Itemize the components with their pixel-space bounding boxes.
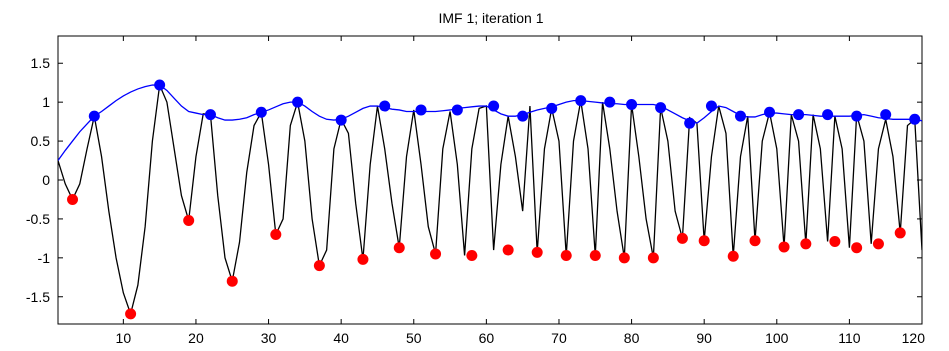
maximum-point bbox=[517, 110, 529, 122]
minimum-point bbox=[125, 308, 137, 320]
x-tick-label: 10 bbox=[116, 330, 132, 346]
minimum-point bbox=[393, 242, 405, 254]
minimum-point bbox=[647, 252, 659, 264]
minimum-point bbox=[466, 250, 478, 262]
minimum-point bbox=[800, 238, 812, 250]
plot-area bbox=[57, 35, 923, 325]
minimum-point bbox=[67, 193, 79, 205]
maximum-point bbox=[255, 106, 267, 118]
maximum-point bbox=[734, 110, 746, 122]
minimum-point bbox=[894, 227, 906, 239]
maximum-point bbox=[604, 96, 616, 108]
minimum-point bbox=[829, 235, 841, 247]
upper-envelope-line bbox=[58, 84, 922, 161]
minimum-point bbox=[727, 250, 739, 262]
maximum-point bbox=[415, 104, 427, 116]
maximum-point bbox=[626, 98, 638, 110]
minimum-point bbox=[560, 250, 572, 262]
minimum-point bbox=[270, 228, 282, 240]
y-tick-label: 0.5 bbox=[31, 133, 51, 149]
maximum-point bbox=[655, 102, 667, 114]
maximum-point bbox=[851, 110, 863, 122]
series-group bbox=[58, 79, 922, 320]
x-tick-label: 70 bbox=[551, 330, 567, 346]
maximum-point bbox=[764, 106, 776, 118]
minimum-point bbox=[872, 238, 884, 250]
minimum-point bbox=[749, 235, 761, 247]
signal-line bbox=[58, 82, 922, 317]
y-tick-label: 0 bbox=[42, 172, 50, 188]
chart-title: IMF 1; iteration 1 bbox=[438, 10, 543, 26]
maximum-point bbox=[292, 96, 304, 108]
minimum-point bbox=[313, 260, 325, 272]
minimum-point bbox=[589, 250, 601, 262]
y-tick-label: 1 bbox=[42, 94, 50, 110]
minimum-point bbox=[851, 242, 863, 254]
maximum-point bbox=[793, 109, 805, 121]
x-tick-label: 50 bbox=[406, 330, 422, 346]
y-tick-label: -1 bbox=[38, 250, 51, 266]
x-tick-label: 100 bbox=[765, 330, 789, 346]
x-tick-label: 110 bbox=[838, 330, 861, 346]
maximum-point bbox=[488, 100, 500, 112]
y-tick-label: -0.5 bbox=[26, 211, 50, 227]
minimum-point bbox=[430, 248, 442, 260]
x-tick-label: 80 bbox=[624, 330, 640, 346]
y-tick-label: 1.5 bbox=[31, 55, 51, 71]
maximum-point bbox=[909, 113, 921, 125]
x-tick-label: 30 bbox=[261, 330, 277, 346]
minimum-point bbox=[183, 214, 195, 226]
x-tick-label: 60 bbox=[479, 330, 495, 346]
y-tick-label: -1.5 bbox=[26, 289, 50, 305]
minimum-point bbox=[618, 252, 630, 264]
minimum-point bbox=[357, 253, 369, 265]
maximum-point bbox=[335, 114, 347, 126]
minimum-point bbox=[676, 232, 688, 244]
maximum-point bbox=[88, 110, 100, 122]
x-tick-label: 120 bbox=[902, 330, 926, 346]
minimum-point bbox=[226, 275, 238, 287]
maximum-point bbox=[451, 104, 463, 116]
minimum-point bbox=[531, 246, 543, 258]
maximum-point bbox=[204, 109, 216, 121]
maximum-point bbox=[379, 100, 391, 112]
maximum-point bbox=[154, 79, 166, 91]
x-tick-label: 90 bbox=[696, 330, 712, 346]
y-axis: -1.5 -1 -0.5 0 0.5 1 1.5 bbox=[26, 55, 922, 305]
x-tick-label: 40 bbox=[333, 330, 349, 346]
maximum-point bbox=[705, 100, 717, 112]
x-axis: 10 20 30 40 50 60 70 80 90 100 110 120 bbox=[116, 36, 926, 346]
maximum-point bbox=[880, 109, 892, 121]
maximum-point bbox=[684, 117, 696, 129]
maximum-point bbox=[546, 102, 558, 114]
x-tick-label: 20 bbox=[188, 330, 204, 346]
minimum-point bbox=[502, 244, 514, 256]
maximum-point bbox=[575, 95, 587, 107]
maximum-point bbox=[822, 109, 834, 121]
minimum-point bbox=[778, 241, 790, 253]
minimum-point bbox=[698, 235, 710, 247]
